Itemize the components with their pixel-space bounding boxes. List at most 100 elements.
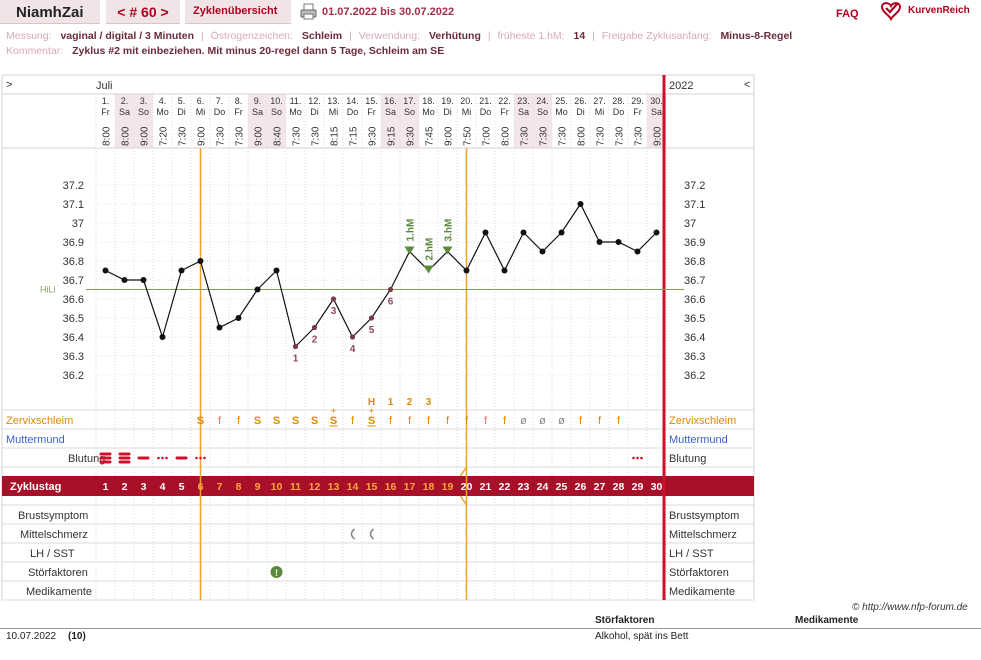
zyklustag-number: 1 [103, 481, 109, 493]
zyklustag-number: 8 [236, 481, 242, 493]
high-label: 2.hM [425, 238, 436, 261]
day-weekday: Do [214, 107, 226, 117]
zyklustag-number: 25 [556, 481, 568, 493]
frueheste-value: 14 [573, 30, 586, 42]
cervical-mucus-symbol: f [465, 415, 469, 427]
bleeding-spot-mark [640, 456, 643, 460]
cervical-mucus-symbol: f [389, 415, 393, 427]
day-weekday: Mo [422, 107, 435, 117]
day-weekday: Sa [252, 107, 263, 117]
cervical-mucus-symbol: f [503, 415, 507, 427]
cervical-mucus-plus: + [331, 406, 336, 416]
zyklustag-number: 29 [632, 481, 644, 493]
temperature-point [463, 267, 470, 274]
cervical-mucus-symbol: S [311, 415, 318, 427]
weekend-shade [115, 94, 134, 148]
temperature-point [558, 229, 565, 236]
zyklustag-number: 7 [217, 481, 223, 493]
cervical-mucus-symbol: f [446, 415, 450, 427]
row-label-right-stoer: Störfaktoren [669, 567, 729, 579]
zyklustag-number: 4 [160, 481, 166, 493]
footer-entry-text: Alkohol, spät ins Bett [595, 631, 689, 642]
day-number: 19. [441, 96, 454, 106]
day-number: 7. [216, 96, 224, 106]
day-time: 9:30 [368, 126, 379, 146]
day-weekday: Do [480, 107, 492, 117]
day-weekday: Mi [196, 107, 206, 117]
day-weekday: Sa [385, 107, 396, 117]
bleeding-medium-mark [175, 456, 188, 460]
nav-left: > [6, 79, 12, 91]
temperature-point [634, 248, 641, 255]
bleeding-spot-mark [199, 456, 202, 460]
zyklustag-number: 23 [518, 481, 530, 493]
day-number: 12. [308, 96, 321, 106]
bleeding-spot-mark [636, 456, 639, 460]
zyklustag-number: 27 [594, 481, 606, 493]
zyklustag-number: 30 [651, 481, 663, 493]
cervical-mucus-symbol: S [330, 415, 337, 427]
cervical-mucus-symbol: S [292, 415, 299, 427]
day-number: 10. [270, 96, 283, 106]
y-tick-left: 37.1 [63, 199, 84, 211]
day-weekday: Di [310, 107, 319, 117]
y-tick-right: 36.3 [684, 351, 705, 363]
cervical-mucus-symbol: f [484, 415, 488, 427]
cervical-mucus-symbol: f [598, 415, 602, 427]
zyklustag-number: 5 [179, 481, 185, 493]
cycle-nav[interactable]: < # 60 > [117, 4, 169, 20]
day-time: 8:00 [501, 126, 512, 146]
mucus-peak-label: H [368, 397, 375, 408]
freigabe-label: Freigabe Zyklusanfang: [601, 30, 712, 42]
y-tick-left: 36.6 [63, 294, 84, 306]
day-weekday: So [271, 107, 282, 117]
pain-icon [350, 528, 356, 540]
logo-text: KurvenReich [908, 5, 970, 16]
y-tick-left: 36.5 [63, 313, 84, 325]
day-weekday: Fr [500, 107, 509, 117]
zyklustag-number: 12 [309, 481, 321, 493]
y-tick-left: 36.7 [63, 275, 84, 287]
row-label-left-lh: LH / SST [30, 548, 75, 560]
temperature-point [368, 315, 375, 321]
day-weekday: Sa [119, 107, 130, 117]
day-number: 4. [159, 96, 167, 106]
print-icon[interactable] [300, 3, 317, 20]
faq-link[interactable]: FAQ [836, 8, 859, 20]
temperature-point [273, 267, 280, 274]
heart-logo-icon [880, 2, 902, 22]
temperature-point [577, 201, 584, 207]
pain-icon [369, 528, 375, 540]
bleeding-heavy-mark [99, 460, 112, 464]
low-label: 3 [331, 306, 337, 317]
high-label: 1.hM [406, 219, 417, 242]
day-weekday: Mi [462, 107, 472, 117]
day-weekday: Di [177, 107, 186, 117]
row-label-right-muttermund: Muttermund [669, 434, 728, 446]
cervical-mucus-symbol: f [237, 415, 241, 427]
temperature-point [482, 229, 489, 236]
day-weekday: Mi [595, 107, 605, 117]
low-label: 5 [369, 325, 375, 336]
header-bar: NiamhZai < # 60 > Zyklenübersicht 01.07.… [0, 0, 981, 24]
day-weekday: So [537, 107, 548, 117]
verwendung-label: Verwendung: [358, 30, 421, 42]
zyklustag-number: 24 [537, 481, 549, 493]
y-tick-right: 37 [684, 218, 696, 230]
temperature-point [539, 248, 546, 255]
overview-tab[interactable]: Zyklenübersicht [185, 0, 291, 24]
cervical-mucus-symbol: S [273, 415, 280, 427]
day-number: 13. [327, 96, 340, 106]
row-label-left-blutung: Blutung [68, 453, 105, 465]
logo[interactable]: KurvenReich [880, 1, 980, 23]
day-weekday: Fr [633, 107, 642, 117]
day-time: 8:00 [577, 126, 588, 146]
day-number: 25. [555, 96, 568, 106]
username-tab[interactable]: NiamhZai [0, 0, 100, 24]
temperature-point [653, 229, 660, 236]
cycle-nav-tab[interactable]: < # 60 > [106, 0, 180, 24]
weekend-shade [400, 94, 419, 148]
row-label-right-zervix: Zervixschleim [669, 415, 736, 427]
day-time: 7:30 [292, 126, 303, 146]
